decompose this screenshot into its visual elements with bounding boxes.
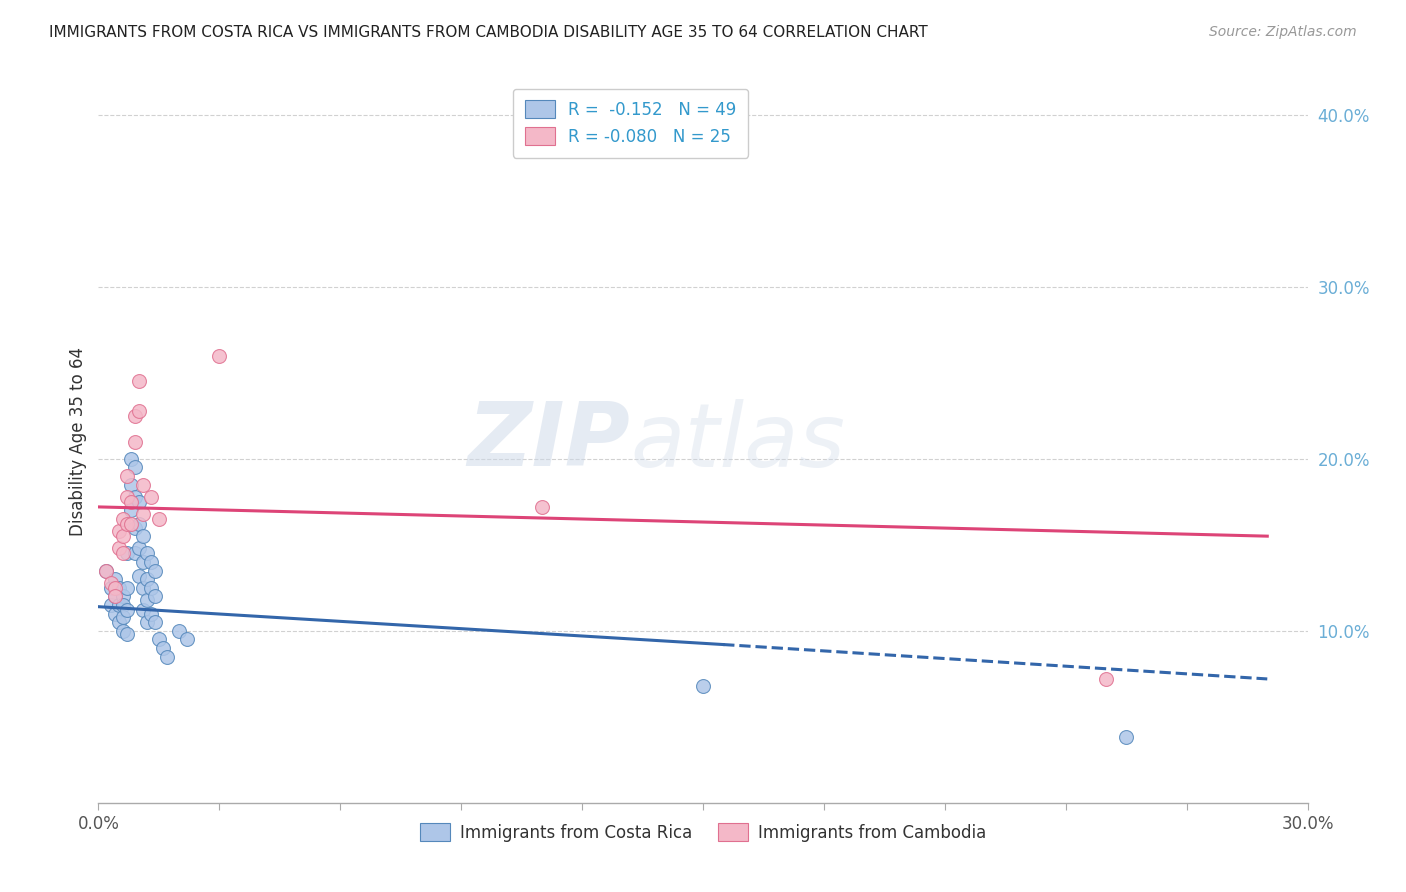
Point <box>176 632 198 647</box>
Point <box>115 581 138 595</box>
Point <box>120 517 142 532</box>
Point <box>143 590 166 604</box>
Point <box>103 590 125 604</box>
Point <box>132 477 155 491</box>
Point <box>111 610 134 624</box>
Point <box>115 546 138 560</box>
Point <box>115 517 138 532</box>
Point <box>208 349 231 363</box>
Point <box>120 451 142 466</box>
Point <box>128 568 150 582</box>
Point <box>111 546 134 560</box>
Point <box>135 592 157 607</box>
Point <box>103 572 125 586</box>
Point <box>103 581 125 595</box>
Point <box>124 490 146 504</box>
Point <box>124 546 146 560</box>
Point <box>100 581 122 595</box>
Point <box>167 624 190 638</box>
Point <box>135 572 157 586</box>
Point <box>143 564 166 578</box>
Point <box>100 575 122 590</box>
Point <box>120 494 142 508</box>
Point <box>111 512 134 526</box>
Point <box>1095 672 1118 686</box>
Point <box>124 434 146 449</box>
Point <box>124 409 146 423</box>
Point <box>115 627 138 641</box>
Point <box>128 517 150 532</box>
Point <box>139 555 162 569</box>
Text: ZIP: ZIP <box>468 398 630 485</box>
Point <box>120 477 142 491</box>
Point <box>128 403 150 417</box>
Point <box>96 564 118 578</box>
Point <box>100 598 122 612</box>
Point <box>156 649 179 664</box>
Text: IMMIGRANTS FROM COSTA RICA VS IMMIGRANTS FROM CAMBODIA DISABILITY AGE 35 TO 64 C: IMMIGRANTS FROM COSTA RICA VS IMMIGRANTS… <box>49 25 928 40</box>
Point <box>132 581 155 595</box>
Point <box>120 503 142 517</box>
Point <box>132 507 155 521</box>
Point <box>148 512 170 526</box>
Point <box>139 581 162 595</box>
Point <box>107 598 129 612</box>
Point <box>128 494 150 508</box>
Point <box>103 607 125 621</box>
Point <box>103 590 125 604</box>
Point <box>115 490 138 504</box>
Point <box>1115 731 1137 745</box>
Point <box>135 546 157 560</box>
Text: atlas: atlas <box>630 399 845 484</box>
Point <box>107 524 129 538</box>
Point <box>135 615 157 630</box>
Point <box>107 541 129 556</box>
Point <box>128 541 150 556</box>
Point <box>96 564 118 578</box>
Point <box>111 590 134 604</box>
Y-axis label: Disability Age 35 to 64: Disability Age 35 to 64 <box>69 347 87 536</box>
Point <box>124 460 146 475</box>
Point <box>148 632 170 647</box>
Point <box>111 598 134 612</box>
Point <box>115 469 138 483</box>
Point <box>132 603 155 617</box>
Point <box>107 615 129 630</box>
Point <box>132 529 155 543</box>
Point <box>139 490 162 504</box>
Point <box>124 520 146 534</box>
Point <box>132 555 155 569</box>
Point <box>111 624 134 638</box>
Legend: Immigrants from Costa Rica, Immigrants from Cambodia: Immigrants from Costa Rica, Immigrants f… <box>413 817 993 848</box>
Point <box>128 375 150 389</box>
Point <box>111 529 134 543</box>
Point <box>139 607 162 621</box>
Point <box>692 679 714 693</box>
Point <box>115 603 138 617</box>
Text: Source: ZipAtlas.com: Source: ZipAtlas.com <box>1209 25 1357 39</box>
Point <box>107 581 129 595</box>
Point <box>152 640 174 655</box>
Point <box>143 615 166 630</box>
Point <box>530 500 553 514</box>
